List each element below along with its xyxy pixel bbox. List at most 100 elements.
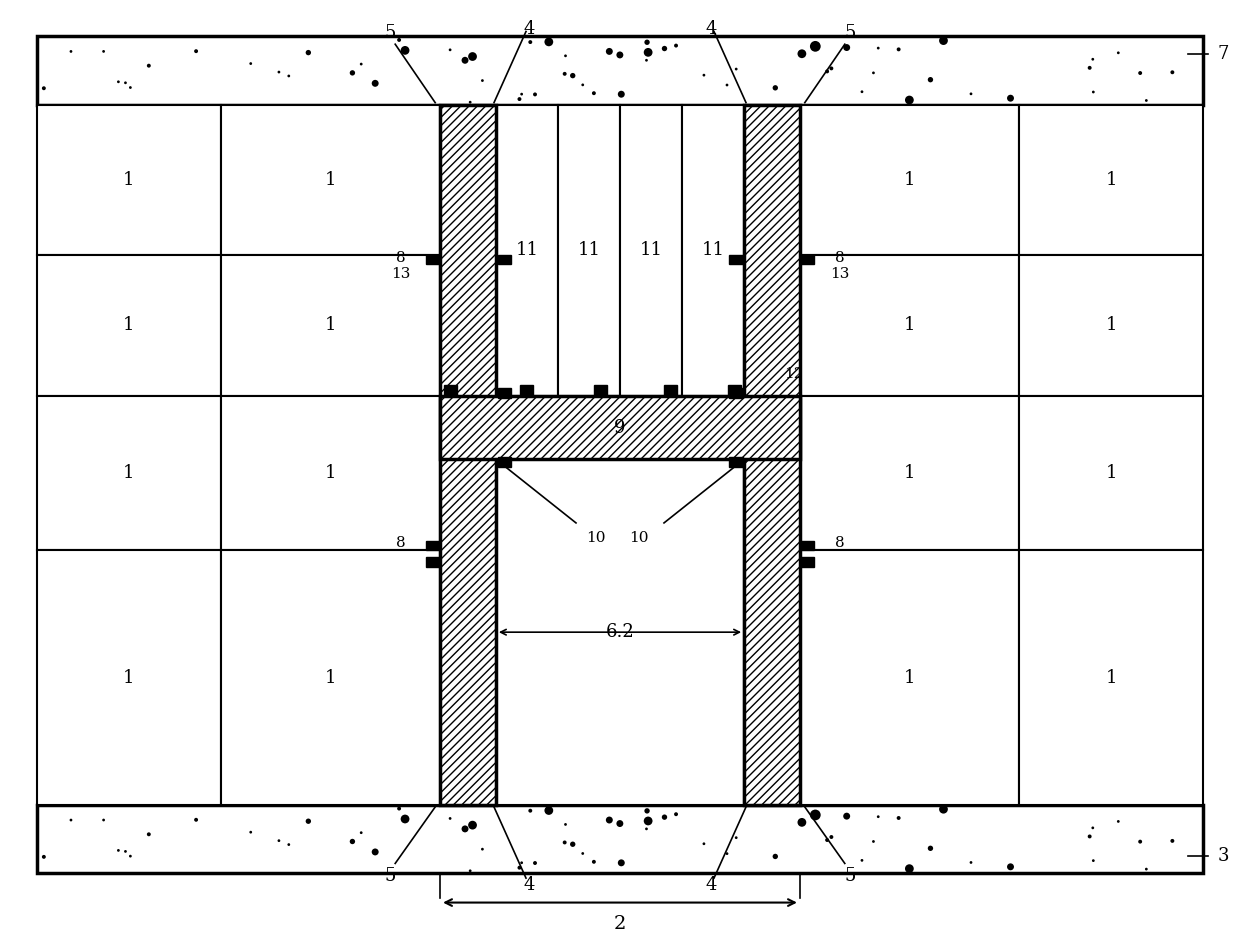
Point xyxy=(539,803,559,817)
Text: 1: 1 xyxy=(904,464,915,482)
Point xyxy=(837,40,857,55)
Point xyxy=(1136,862,1156,877)
Point xyxy=(792,46,812,61)
Point xyxy=(94,44,114,59)
Text: 1: 1 xyxy=(904,316,915,334)
Point xyxy=(120,80,140,95)
Point xyxy=(792,815,812,830)
Text: 11: 11 xyxy=(516,241,538,259)
Polygon shape xyxy=(497,255,511,264)
Point xyxy=(186,44,206,59)
Polygon shape xyxy=(497,388,511,398)
Point xyxy=(61,44,81,59)
Point xyxy=(186,812,206,827)
Point xyxy=(889,811,909,826)
Polygon shape xyxy=(440,395,800,459)
Polygon shape xyxy=(37,255,221,395)
Point xyxy=(920,841,940,856)
Polygon shape xyxy=(1019,551,1203,805)
Text: 5: 5 xyxy=(844,24,856,43)
Point xyxy=(637,804,657,818)
Polygon shape xyxy=(221,104,440,255)
Point xyxy=(554,66,574,81)
Text: 1: 1 xyxy=(1105,464,1117,482)
Point xyxy=(342,834,362,849)
Point xyxy=(868,41,888,56)
Point xyxy=(694,836,714,851)
Text: 9: 9 xyxy=(614,418,626,436)
Polygon shape xyxy=(728,385,740,394)
Point xyxy=(1109,814,1128,829)
Point xyxy=(269,64,289,79)
Point xyxy=(1001,859,1021,874)
Point xyxy=(521,804,541,818)
Polygon shape xyxy=(1019,395,1203,551)
Text: 8: 8 xyxy=(835,250,844,265)
Point xyxy=(717,846,737,861)
Point xyxy=(396,812,415,827)
Point xyxy=(1083,52,1102,67)
Point xyxy=(817,832,837,847)
Text: 8: 8 xyxy=(396,537,405,551)
Point xyxy=(1001,91,1021,106)
Polygon shape xyxy=(800,104,1019,255)
Point xyxy=(366,844,386,859)
Text: 10: 10 xyxy=(587,531,606,545)
Text: 1: 1 xyxy=(1105,170,1117,189)
Point xyxy=(727,830,746,845)
Polygon shape xyxy=(594,385,606,394)
Point xyxy=(521,34,541,49)
Polygon shape xyxy=(801,255,815,264)
Point xyxy=(610,817,630,831)
Polygon shape xyxy=(496,104,558,395)
Text: 1: 1 xyxy=(904,669,915,686)
Polygon shape xyxy=(37,395,221,551)
Point xyxy=(655,810,675,825)
Point xyxy=(1080,60,1100,75)
Text: 7: 7 xyxy=(1218,45,1229,63)
Point xyxy=(108,74,128,89)
Point xyxy=(666,38,686,53)
Point xyxy=(525,87,544,102)
Point xyxy=(1084,853,1104,868)
Point xyxy=(1162,65,1182,80)
Point xyxy=(717,77,737,92)
Point xyxy=(139,59,159,73)
Point xyxy=(610,47,630,62)
Point xyxy=(396,43,415,58)
Point xyxy=(934,33,954,48)
Point xyxy=(599,44,619,59)
Point xyxy=(61,813,81,828)
Text: 8: 8 xyxy=(396,250,405,265)
Point xyxy=(961,86,981,101)
Text: 5: 5 xyxy=(384,24,396,43)
Point xyxy=(510,92,529,107)
Text: 1: 1 xyxy=(123,464,135,482)
Text: 1: 1 xyxy=(325,464,336,482)
Point xyxy=(455,53,475,68)
Point xyxy=(863,65,883,80)
Text: 11: 11 xyxy=(640,241,662,259)
Text: 4: 4 xyxy=(523,876,534,894)
Polygon shape xyxy=(221,551,440,805)
Point xyxy=(868,809,888,824)
Point xyxy=(1130,834,1149,849)
Point xyxy=(1136,93,1156,108)
Point xyxy=(299,814,319,829)
Point xyxy=(1162,833,1182,848)
Point xyxy=(366,76,386,91)
Polygon shape xyxy=(37,104,221,255)
Polygon shape xyxy=(663,385,677,394)
Point xyxy=(342,65,362,80)
Point xyxy=(563,68,583,83)
Point xyxy=(539,34,559,49)
Text: 1: 1 xyxy=(1105,669,1117,686)
Point xyxy=(33,849,53,864)
Polygon shape xyxy=(682,104,744,395)
Point xyxy=(611,86,631,101)
Point xyxy=(636,53,656,68)
Text: 1: 1 xyxy=(123,669,135,686)
Point xyxy=(899,93,919,108)
Point xyxy=(525,856,544,870)
Polygon shape xyxy=(37,805,1203,873)
